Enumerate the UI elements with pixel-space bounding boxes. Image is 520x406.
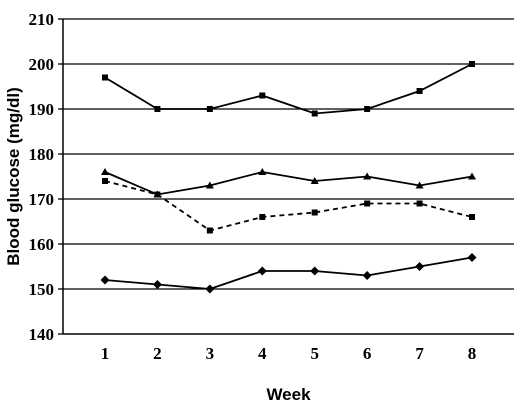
grid-lines (63, 18, 514, 290)
data-point (154, 106, 161, 112)
axes (58, 18, 514, 335)
data-point (363, 172, 372, 180)
data-point (469, 214, 475, 220)
data-point (415, 262, 425, 271)
series-1 (102, 61, 475, 117)
x-tick-label: 2 (153, 344, 162, 363)
data-point (415, 181, 424, 189)
y-tick-label: 180 (29, 145, 55, 164)
data-point (259, 214, 266, 220)
series-3 (102, 178, 475, 234)
data-point (364, 200, 371, 207)
series-line (104, 63, 473, 115)
data-point (416, 88, 423, 94)
data-point (416, 200, 423, 207)
y-tick-label: 160 (29, 235, 55, 254)
data-point (259, 92, 266, 99)
data-point (206, 227, 213, 234)
data-point (206, 106, 213, 112)
data-point (469, 61, 475, 67)
series-line (104, 256, 473, 290)
x-tick-label: 5 (310, 344, 319, 363)
y-axis-label: Blood glucose (mg/dl) (4, 87, 23, 266)
y-tick-label: 210 (29, 10, 55, 29)
data-point (310, 266, 320, 276)
x-tick-label: 6 (363, 344, 372, 363)
x-tick-label: 1 (101, 344, 110, 363)
series-4 (100, 253, 477, 294)
data-point (467, 253, 477, 262)
x-tick-label: 4 (258, 344, 267, 363)
data-series (100, 61, 477, 294)
data-point (468, 172, 476, 180)
data-point (311, 209, 318, 216)
y-tick-labels: 140 150 160 170 180 190 200 210 (29, 10, 55, 344)
x-tick-label: 7 (415, 344, 424, 363)
data-point (100, 275, 110, 285)
data-point (310, 177, 319, 184)
y-tick-label: 170 (29, 190, 55, 209)
y-tick-label: 200 (29, 55, 55, 74)
x-axis-label: Week (266, 385, 311, 404)
data-point (364, 106, 371, 112)
data-point (258, 168, 267, 175)
data-point (152, 280, 162, 289)
data-point (205, 284, 215, 294)
x-tick-label: 3 (206, 344, 215, 363)
y-tick-label: 190 (29, 100, 55, 119)
series-line (104, 171, 473, 196)
series-line (104, 180, 473, 232)
data-point (362, 271, 372, 280)
data-point (154, 191, 161, 198)
x-tick-label: 8 (468, 344, 477, 363)
data-point (311, 110, 318, 117)
data-point (102, 178, 108, 184)
data-point (257, 266, 267, 276)
data-point (102, 74, 108, 81)
data-point (205, 181, 214, 189)
x-tick-labels: 1 2 3 4 5 6 7 8 (101, 344, 477, 363)
y-tick-label: 140 (29, 325, 55, 344)
data-point (101, 168, 109, 175)
y-tick-label: 150 (29, 280, 55, 299)
